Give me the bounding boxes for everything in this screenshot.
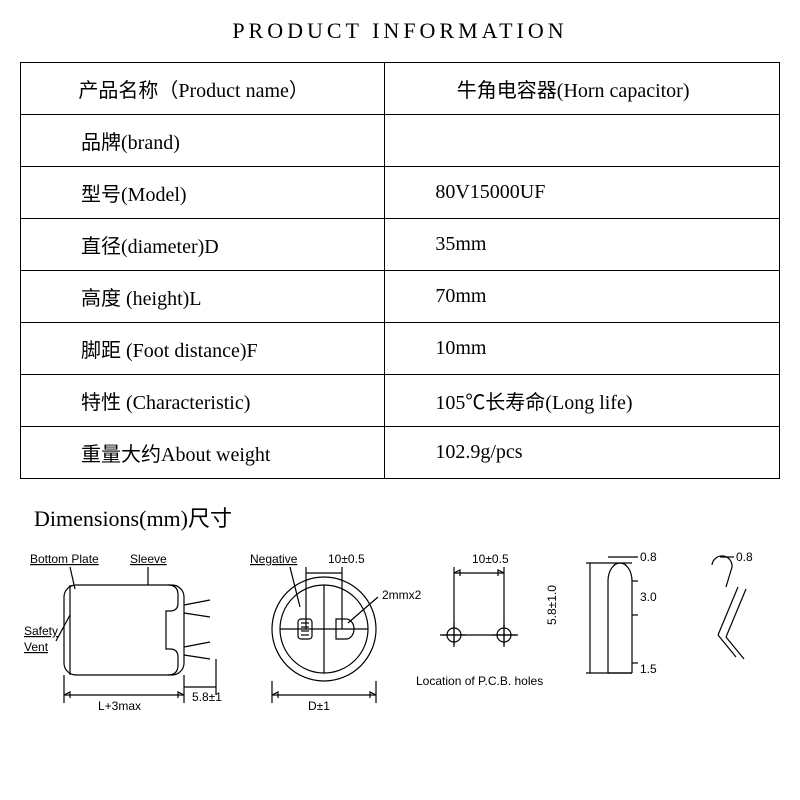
pcb-label: Location of P.C.B. holes bbox=[416, 674, 543, 688]
table-row: 重量大约About weight 102.9g/pcs bbox=[21, 427, 780, 479]
d-dim-label: D±1 bbox=[308, 699, 330, 713]
vent-label: Vent bbox=[24, 640, 49, 654]
bottom-view-icon: Negative 10±0.5 2mmx2 bbox=[250, 552, 422, 713]
cell-weight-value: 102.9g/pcs bbox=[385, 427, 780, 479]
table-row: 型号(Model) 80V15000UF bbox=[21, 167, 780, 219]
bent-pin-icon: 0.8 bbox=[712, 550, 753, 659]
foot-dim-label: 5.8±1 bbox=[192, 690, 222, 704]
cell-model-value: 80V15000UF bbox=[385, 167, 780, 219]
pin-h-label: 5.8±1.0 bbox=[545, 585, 559, 625]
cell-product-name-label: 产品名称（Product name） bbox=[21, 63, 385, 115]
table-row: 高度 (height)L 70mm bbox=[21, 271, 780, 323]
sleeve-label: Sleeve bbox=[130, 552, 167, 566]
negative-label: Negative bbox=[250, 552, 298, 566]
cell-foot-value: 10mm bbox=[385, 323, 780, 375]
cell-char-label: 特性 (Characteristic) bbox=[21, 375, 385, 427]
hook-label: 0.8 bbox=[736, 550, 753, 564]
table-row: 特性 (Characteristic) 105℃长寿命(Long life) bbox=[21, 375, 780, 427]
pin-top-label: 0.8 bbox=[640, 550, 657, 564]
ten-pm-label-2: 10±0.5 bbox=[472, 552, 509, 566]
table-row: 直径(diameter)D 35mm bbox=[21, 219, 780, 271]
dimensions-heading: Dimensions(mm)尺寸 bbox=[34, 501, 780, 533]
dimensions-diagram: Bottom Plate Sleeve Safety Vent bbox=[20, 545, 780, 735]
cell-model-label: 型号(Model) bbox=[21, 167, 385, 219]
ten-pm-label-1: 10±0.5 bbox=[328, 552, 365, 566]
pcb-holes-icon: 10±0.5 Location of P.C.B. holes bbox=[416, 552, 543, 688]
pin-detail-icon: 5.8±1.0 0.8 3.0 1.5 bbox=[545, 550, 657, 676]
cell-foot-label: 脚距 (Foot distance)F bbox=[21, 323, 385, 375]
cell-char-value: 105℃长寿命(Long life) bbox=[385, 375, 780, 427]
safety-label: Safety bbox=[24, 624, 58, 638]
spec-table: 产品名称（Product name） 牛角电容器(Horn capacitor)… bbox=[20, 62, 780, 479]
cell-height-label: 高度 (height)L bbox=[21, 271, 385, 323]
cell-brand-value bbox=[385, 115, 780, 167]
cell-diameter-value: 35mm bbox=[385, 219, 780, 271]
table-row: 产品名称（Product name） 牛角电容器(Horn capacitor) bbox=[21, 63, 780, 115]
cell-brand-label: 品牌(brand) bbox=[21, 115, 385, 167]
pin-bot-label: 1.5 bbox=[640, 662, 657, 676]
table-row: 品牌(brand) bbox=[21, 115, 780, 167]
cell-diameter-label: 直径(diameter)D bbox=[21, 219, 385, 271]
page-title: PRODUCT INFORMATION bbox=[20, 18, 780, 44]
cell-product-name-value: 牛角电容器(Horn capacitor) bbox=[385, 63, 780, 115]
two-mm-label: 2mmx2 bbox=[382, 588, 422, 602]
side-view-icon: Bottom Plate Sleeve Safety Vent bbox=[24, 552, 222, 713]
l-dim-label: L+3max bbox=[98, 699, 141, 713]
pin-mid-label: 3.0 bbox=[640, 590, 657, 604]
cell-height-value: 70mm bbox=[385, 271, 780, 323]
bottom-plate-label: Bottom Plate bbox=[30, 552, 99, 566]
cell-weight-label: 重量大约About weight bbox=[21, 427, 385, 479]
table-row: 脚距 (Foot distance)F 10mm bbox=[21, 323, 780, 375]
